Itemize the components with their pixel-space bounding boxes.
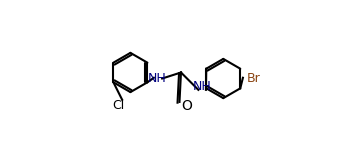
Text: Br: Br [247, 72, 260, 85]
Text: NH: NH [193, 80, 211, 93]
Text: O: O [181, 99, 192, 113]
Text: NH: NH [148, 72, 167, 85]
Text: Cl: Cl [112, 99, 125, 112]
